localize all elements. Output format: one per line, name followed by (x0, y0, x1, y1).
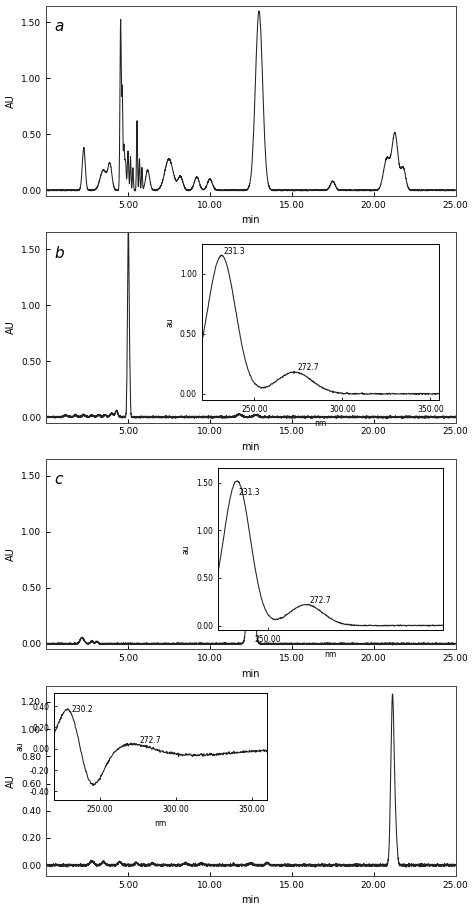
X-axis label: min: min (242, 896, 260, 906)
X-axis label: min: min (242, 669, 260, 679)
Text: b: b (55, 246, 64, 261)
Text: c: c (55, 472, 63, 487)
Y-axis label: AU: AU (6, 774, 16, 788)
Text: a: a (55, 19, 64, 34)
Y-axis label: AU: AU (6, 321, 16, 334)
Y-axis label: AU: AU (6, 548, 16, 561)
X-axis label: min: min (242, 442, 260, 452)
X-axis label: min: min (242, 215, 260, 225)
Y-axis label: AU: AU (6, 94, 16, 107)
Text: d: d (55, 699, 64, 714)
